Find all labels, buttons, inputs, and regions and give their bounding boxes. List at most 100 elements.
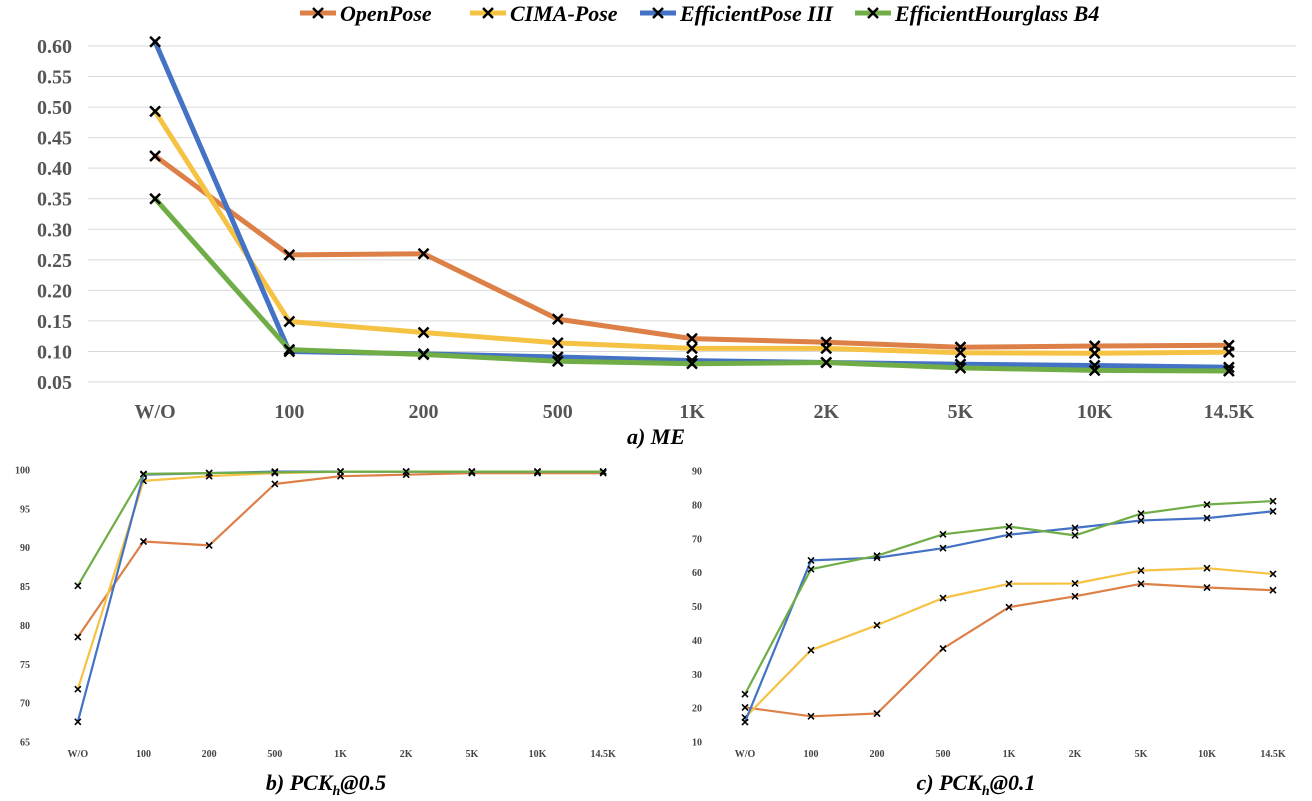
series-line [76, 470, 605, 691]
data-point [807, 646, 815, 654]
data-point-stroke-b [271, 480, 279, 488]
data-point [74, 582, 82, 590]
data-point-stroke-b [686, 332, 698, 345]
data-point-stroke-b [1223, 365, 1235, 377]
data-point-stroke-b [149, 35, 161, 48]
data-point-stroke-b [74, 718, 82, 726]
y-tick-label: 0.25 [37, 250, 72, 272]
y-tick-label: 0.55 [37, 67, 72, 89]
data-point [271, 480, 279, 488]
data-point-stroke-b [551, 337, 564, 349]
data-point-stroke-b [1088, 364, 1101, 377]
data-point-stroke-b [1071, 579, 1079, 588]
data-point [741, 718, 749, 726]
data-point-stroke-b [1203, 500, 1211, 509]
data-point [939, 544, 947, 552]
series-efficienthourglass-b4 [149, 192, 1235, 377]
data-point [1005, 603, 1013, 611]
data-point [954, 362, 967, 374]
x-tick-label: 500 [936, 749, 951, 760]
data-point [1137, 510, 1145, 518]
data-point-stroke-b [807, 556, 815, 564]
x-tick-label: 500 [267, 749, 282, 760]
data-point-stroke-b [1005, 522, 1013, 531]
data-point [939, 530, 947, 538]
caption-c-sub: h [982, 784, 990, 799]
data-point [139, 470, 148, 478]
y-tick-label: 90 [20, 543, 30, 554]
chart-a-me: 0.05 0.10 0.15 0.20 0.25 0.30 0.35 0.40 0.45 0.50… [37, 35, 1296, 423]
data-point [820, 342, 833, 355]
data-point-stroke-b [939, 594, 947, 602]
data-point [807, 712, 815, 720]
data-point [1223, 365, 1235, 377]
data-point-stroke-b [1137, 510, 1145, 518]
data-point-stroke-b [1203, 564, 1211, 572]
data-point-stroke-b [1071, 531, 1079, 539]
data-point [205, 541, 213, 549]
data-point [205, 469, 213, 477]
y-tick-label: 0.50 [37, 97, 72, 119]
legend-marker [482, 7, 494, 19]
data-point [417, 348, 430, 361]
data-point-stroke-b [873, 552, 881, 560]
data-point-stroke-b [820, 342, 833, 355]
y-tick-label: 65 [20, 738, 30, 749]
series-line [743, 510, 1275, 724]
data-point-stroke-b [1071, 592, 1079, 600]
data-point-stroke-b [1269, 507, 1277, 515]
x-tick-label: 100 [136, 749, 151, 760]
x-tick-label: 200 [870, 749, 885, 760]
legend-entry: CIMA-Pose [470, 1, 618, 26]
data-point-stroke-b [205, 541, 213, 549]
data-point-stroke-b [205, 469, 213, 477]
data-point-stroke-b [1071, 524, 1079, 532]
x-tick-label: 5K [1135, 749, 1148, 760]
data-point [551, 355, 564, 368]
data-point-stroke-b [1088, 347, 1101, 360]
caption-b-sub: h [333, 784, 341, 799]
data-point [1203, 564, 1211, 572]
data-point [1137, 516, 1145, 525]
data-point [149, 105, 161, 118]
data-point [149, 150, 161, 162]
data-point [417, 326, 430, 339]
data-point [820, 356, 833, 369]
data-point [336, 467, 345, 476]
data-point-stroke-b [149, 192, 161, 205]
legend-marker-stroke-b [867, 7, 879, 19]
y-tick-label: 50 [692, 602, 702, 613]
y-tick-label: 0.45 [37, 128, 72, 150]
legend-label: EfficientHourglass B4 [894, 1, 1099, 26]
data-point [873, 709, 881, 718]
data-point-stroke-b [1203, 514, 1211, 522]
data-point [807, 565, 815, 573]
data-point-stroke-b [533, 467, 542, 476]
x-tick-label: 10K [529, 749, 547, 760]
data-point [1203, 514, 1211, 522]
data-point [741, 690, 749, 698]
legend-label: EfficientPose III [679, 1, 834, 26]
y-tick-label: 0.05 [37, 372, 72, 394]
caption-b-pre: b) PCK [266, 770, 334, 795]
data-point-stroke-b [551, 313, 564, 325]
data-point-stroke-b [74, 633, 82, 641]
data-point [1223, 346, 1235, 358]
data-point-stroke-b [1005, 531, 1013, 539]
series-openpose [741, 580, 1277, 720]
data-point [1269, 507, 1277, 515]
x-tick-label: 100 [804, 749, 819, 760]
data-point-stroke-b [1269, 497, 1277, 505]
series-cima-pose [74, 467, 607, 693]
data-point [686, 332, 698, 345]
data-point-stroke-b [599, 469, 607, 477]
data-point-stroke-b [139, 470, 148, 478]
series-line [743, 582, 1275, 718]
data-point [1005, 522, 1013, 531]
legend-entry: EfficientPose III [640, 1, 834, 26]
legend-marker-stroke-b [482, 7, 494, 19]
data-point [939, 644, 947, 653]
data-point [283, 343, 296, 356]
data-point [599, 467, 607, 476]
series-line [76, 470, 605, 723]
